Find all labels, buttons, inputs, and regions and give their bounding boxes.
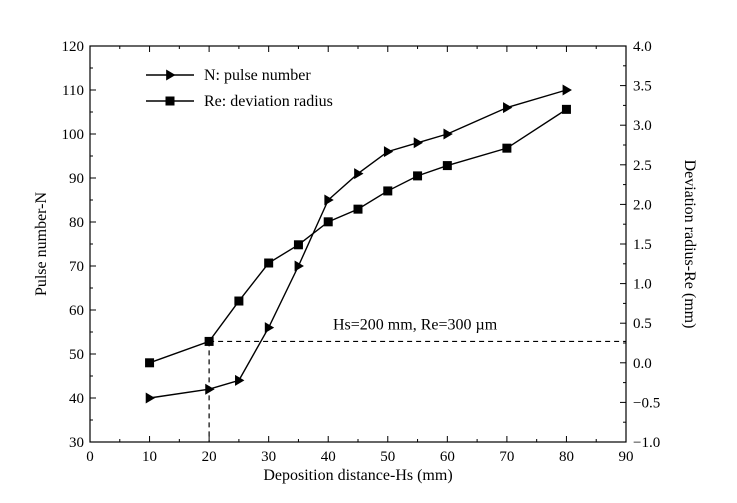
legend-item: Re: deviation radius <box>146 93 333 110</box>
data-point-square <box>293 240 303 250</box>
data-point-square <box>204 336 214 346</box>
y-right-tick-label: 3.0 <box>633 118 652 134</box>
data-point-square <box>442 161 452 171</box>
x-tick-label: 40 <box>321 449 336 465</box>
data-point-triangle <box>413 137 424 149</box>
x-tick-label: 80 <box>559 449 574 465</box>
data-point-triangle <box>324 194 334 206</box>
y-left-tick-label: 70 <box>69 259 84 275</box>
y-right-tick-label: 4.0 <box>633 39 652 55</box>
legend-label: N: pulse number <box>204 67 311 84</box>
data-point-square <box>145 358 155 368</box>
y-left-tick-label: 120 <box>62 39 85 55</box>
data-point-triangle <box>205 383 215 395</box>
x-tick-label: 10 <box>142 449 157 465</box>
data-point-triangle <box>264 322 275 334</box>
x-axis-title: Deposition distance-Hs (mm) <box>263 467 452 484</box>
y-axis-left-title: Pulse number-N <box>33 192 50 297</box>
y-right-tick-label: 1.5 <box>633 237 652 253</box>
y-right-tick-label: 2.5 <box>633 158 652 174</box>
series-line <box>149 108 567 364</box>
x-tick-label: 70 <box>499 449 514 465</box>
series-pulse-number <box>145 84 572 404</box>
legend-marker-square <box>165 96 175 106</box>
y-right-tick-label: 0.0 <box>633 356 652 372</box>
data-point-triangle <box>145 392 156 404</box>
y-left-tick-label: 30 <box>69 435 84 451</box>
series-line <box>149 89 567 399</box>
x-tick-label: 60 <box>440 449 455 465</box>
annotation-label: Hs=200 mm, Re=300 µm <box>333 316 498 333</box>
data-point-triangle <box>294 260 304 272</box>
legend-item: N: pulse number <box>146 67 311 84</box>
data-point-square <box>323 217 333 227</box>
y-left-tick-label: 100 <box>62 127 85 143</box>
y-left-tick-label: 40 <box>69 391 84 407</box>
series-deviation-radius <box>145 104 571 368</box>
x-tick-label: 90 <box>619 449 634 465</box>
data-point-square <box>234 296 244 306</box>
x-tick-label: 20 <box>202 449 217 465</box>
y-right-tick-label: 0.5 <box>633 316 652 332</box>
axes: 0 10 20 30 40 50 60 70 80 90 30 40 50 60 70 80 90 100 110 1… <box>62 39 661 465</box>
reference-lines <box>208 340 626 442</box>
data-point-triangle <box>443 128 453 140</box>
y-axis-right-title: Deviation radius-Re (mm) <box>681 160 698 329</box>
data-point-triangle <box>503 102 513 114</box>
legend-marker-triangle <box>166 69 176 81</box>
data-point-triangle <box>354 168 364 180</box>
data-point-square <box>413 171 423 181</box>
data-point-triangle <box>235 374 245 386</box>
data-point-square <box>264 258 274 268</box>
y-right-tick-label: −0.5 <box>633 395 660 411</box>
data-point-square <box>353 204 363 214</box>
x-tick-label: 0 <box>86 449 94 465</box>
x-tick-label: 30 <box>261 449 276 465</box>
data-point-triangle <box>562 84 572 96</box>
y-right-tick-label: 2.0 <box>633 197 652 213</box>
y-left-tick-label: 110 <box>62 83 84 99</box>
y-left-tick-label: 50 <box>69 347 84 363</box>
series-group <box>145 84 572 404</box>
y-right-tick-label: 3.5 <box>633 79 652 95</box>
y-left-tick-label: 80 <box>69 215 84 231</box>
y-right-tick-label: 1.0 <box>633 277 652 293</box>
legend-label: Re: deviation radius <box>204 93 333 110</box>
data-point-square <box>502 143 512 153</box>
legend: N: pulse number Re: deviation radius <box>146 67 333 110</box>
data-point-square <box>383 186 393 196</box>
y-left-tick-label: 90 <box>69 171 84 187</box>
y-right-tick-label: −1.0 <box>633 435 660 451</box>
data-point-square <box>561 104 571 114</box>
data-point-triangle <box>383 146 394 158</box>
x-tick-label: 50 <box>380 449 395 465</box>
y-left-tick-label: 60 <box>69 303 84 319</box>
